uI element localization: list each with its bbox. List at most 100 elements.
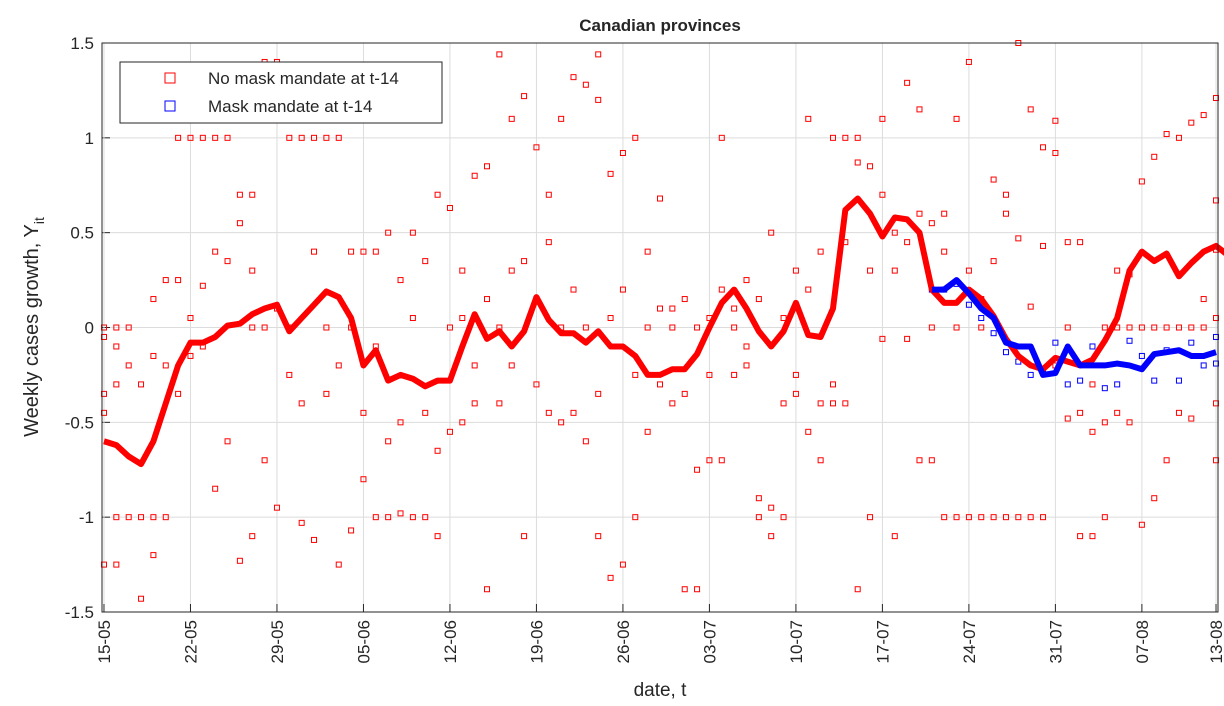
scatter-point	[1138, 352, 1145, 359]
scatter-point	[298, 519, 305, 526]
scatter-point	[125, 362, 132, 369]
scatter-point	[867, 514, 874, 521]
scatter-point	[768, 533, 775, 540]
scatter-point	[1213, 400, 1220, 407]
scatter-point	[261, 324, 268, 331]
scatter-point	[508, 115, 515, 122]
scatter-point	[1040, 144, 1047, 151]
y-tick-label: 1	[85, 129, 94, 148]
scatter-point	[1151, 153, 1158, 160]
x-tick-label: 10-07	[787, 620, 806, 663]
scatter-point	[471, 362, 478, 369]
scatter-point	[582, 81, 589, 88]
scatter-point	[138, 381, 145, 388]
scatter-point	[150, 514, 157, 521]
scatter-point	[360, 476, 367, 483]
scatter-point	[644, 428, 651, 435]
plot-frame	[101, 42, 1219, 613]
scatter-point	[372, 514, 379, 521]
scatter-point	[1126, 324, 1133, 331]
scatter-point	[928, 457, 935, 464]
scatter-point	[619, 286, 626, 293]
scatter-point	[138, 514, 145, 521]
scatter-point	[199, 282, 206, 289]
scatter-point	[990, 514, 997, 521]
scatter-point	[657, 381, 663, 388]
scatter-point	[150, 352, 157, 359]
scatter-point	[212, 248, 219, 255]
scatter-point	[434, 447, 441, 454]
scatter-point	[768, 229, 775, 236]
scatter-point	[731, 324, 738, 331]
scatter-point	[360, 248, 367, 255]
scatter-point	[1052, 150, 1059, 157]
scatter-point	[1151, 377, 1158, 384]
scatter-point	[681, 296, 688, 303]
scatter-point	[1188, 415, 1195, 422]
scatter-point	[1077, 377, 1084, 384]
x-tick-label: 19-06	[527, 620, 546, 663]
legend-label: No mask mandate at t-14	[208, 69, 399, 88]
scatter-point	[1138, 521, 1145, 528]
scatter-point	[249, 267, 256, 274]
scatter-point	[879, 191, 886, 198]
scatter-point	[335, 362, 342, 369]
scatter-point	[298, 400, 305, 407]
scatter-point	[916, 106, 923, 113]
scatter-point	[718, 286, 725, 293]
scatter-point	[397, 510, 404, 517]
scatter-point	[755, 495, 762, 502]
scatter-point	[1101, 419, 1108, 426]
scatter-point	[743, 277, 750, 284]
scatter-point	[125, 324, 132, 331]
scatter-point	[1163, 324, 1170, 331]
legend-label: Mask mandate at t-14	[208, 97, 372, 116]
scatter-point	[249, 191, 256, 198]
scatter-point	[570, 286, 577, 293]
scatter-point	[644, 324, 651, 331]
scatter-point	[459, 419, 466, 426]
scatter-point	[187, 315, 194, 322]
scatter-point	[385, 438, 392, 445]
x-tick-label: 24-07	[960, 620, 979, 663]
scatter-point	[1052, 339, 1059, 346]
scatter-point	[286, 371, 293, 378]
scatter-point	[434, 533, 441, 540]
y-tick-label: -1	[79, 508, 94, 527]
scatter-point	[150, 296, 157, 303]
scatter-point	[1126, 419, 1133, 426]
scatter-point	[212, 485, 219, 492]
scatter-point	[459, 315, 466, 322]
scatter-point	[100, 390, 107, 397]
scatter-point	[829, 381, 836, 388]
scatter-point	[978, 514, 985, 521]
scatter-point	[521, 533, 528, 540]
scatter-point	[100, 333, 107, 340]
scatter-point	[632, 371, 639, 378]
scatter-point	[1064, 239, 1071, 246]
scatter-point	[817, 400, 824, 407]
scatter-point	[385, 229, 392, 236]
scatter-point	[842, 400, 849, 407]
scatter-point	[1002, 514, 1009, 521]
scatter-point	[953, 115, 960, 122]
scatter-point	[1200, 362, 1207, 369]
scatter-point	[323, 324, 330, 331]
scatter-point	[1126, 337, 1133, 344]
scatter-point	[1175, 409, 1182, 416]
chart-title: Canadian provinces	[579, 16, 741, 35]
scatter-point	[953, 514, 960, 521]
scatter-point	[422, 514, 429, 521]
scatter-point	[669, 324, 676, 331]
x-tick-label: 07-08	[1133, 620, 1152, 663]
scatter-point	[1015, 514, 1022, 521]
scatter-point	[1089, 428, 1096, 435]
x-axis-label: date, t	[634, 680, 688, 701]
scatter-point	[792, 371, 799, 378]
line	[103, 195, 1224, 468]
scatter-point	[1089, 343, 1096, 350]
scatter-point	[496, 400, 503, 407]
scatter-point	[1114, 409, 1121, 416]
scatter-point	[1213, 333, 1220, 340]
scatter-point	[657, 305, 663, 312]
